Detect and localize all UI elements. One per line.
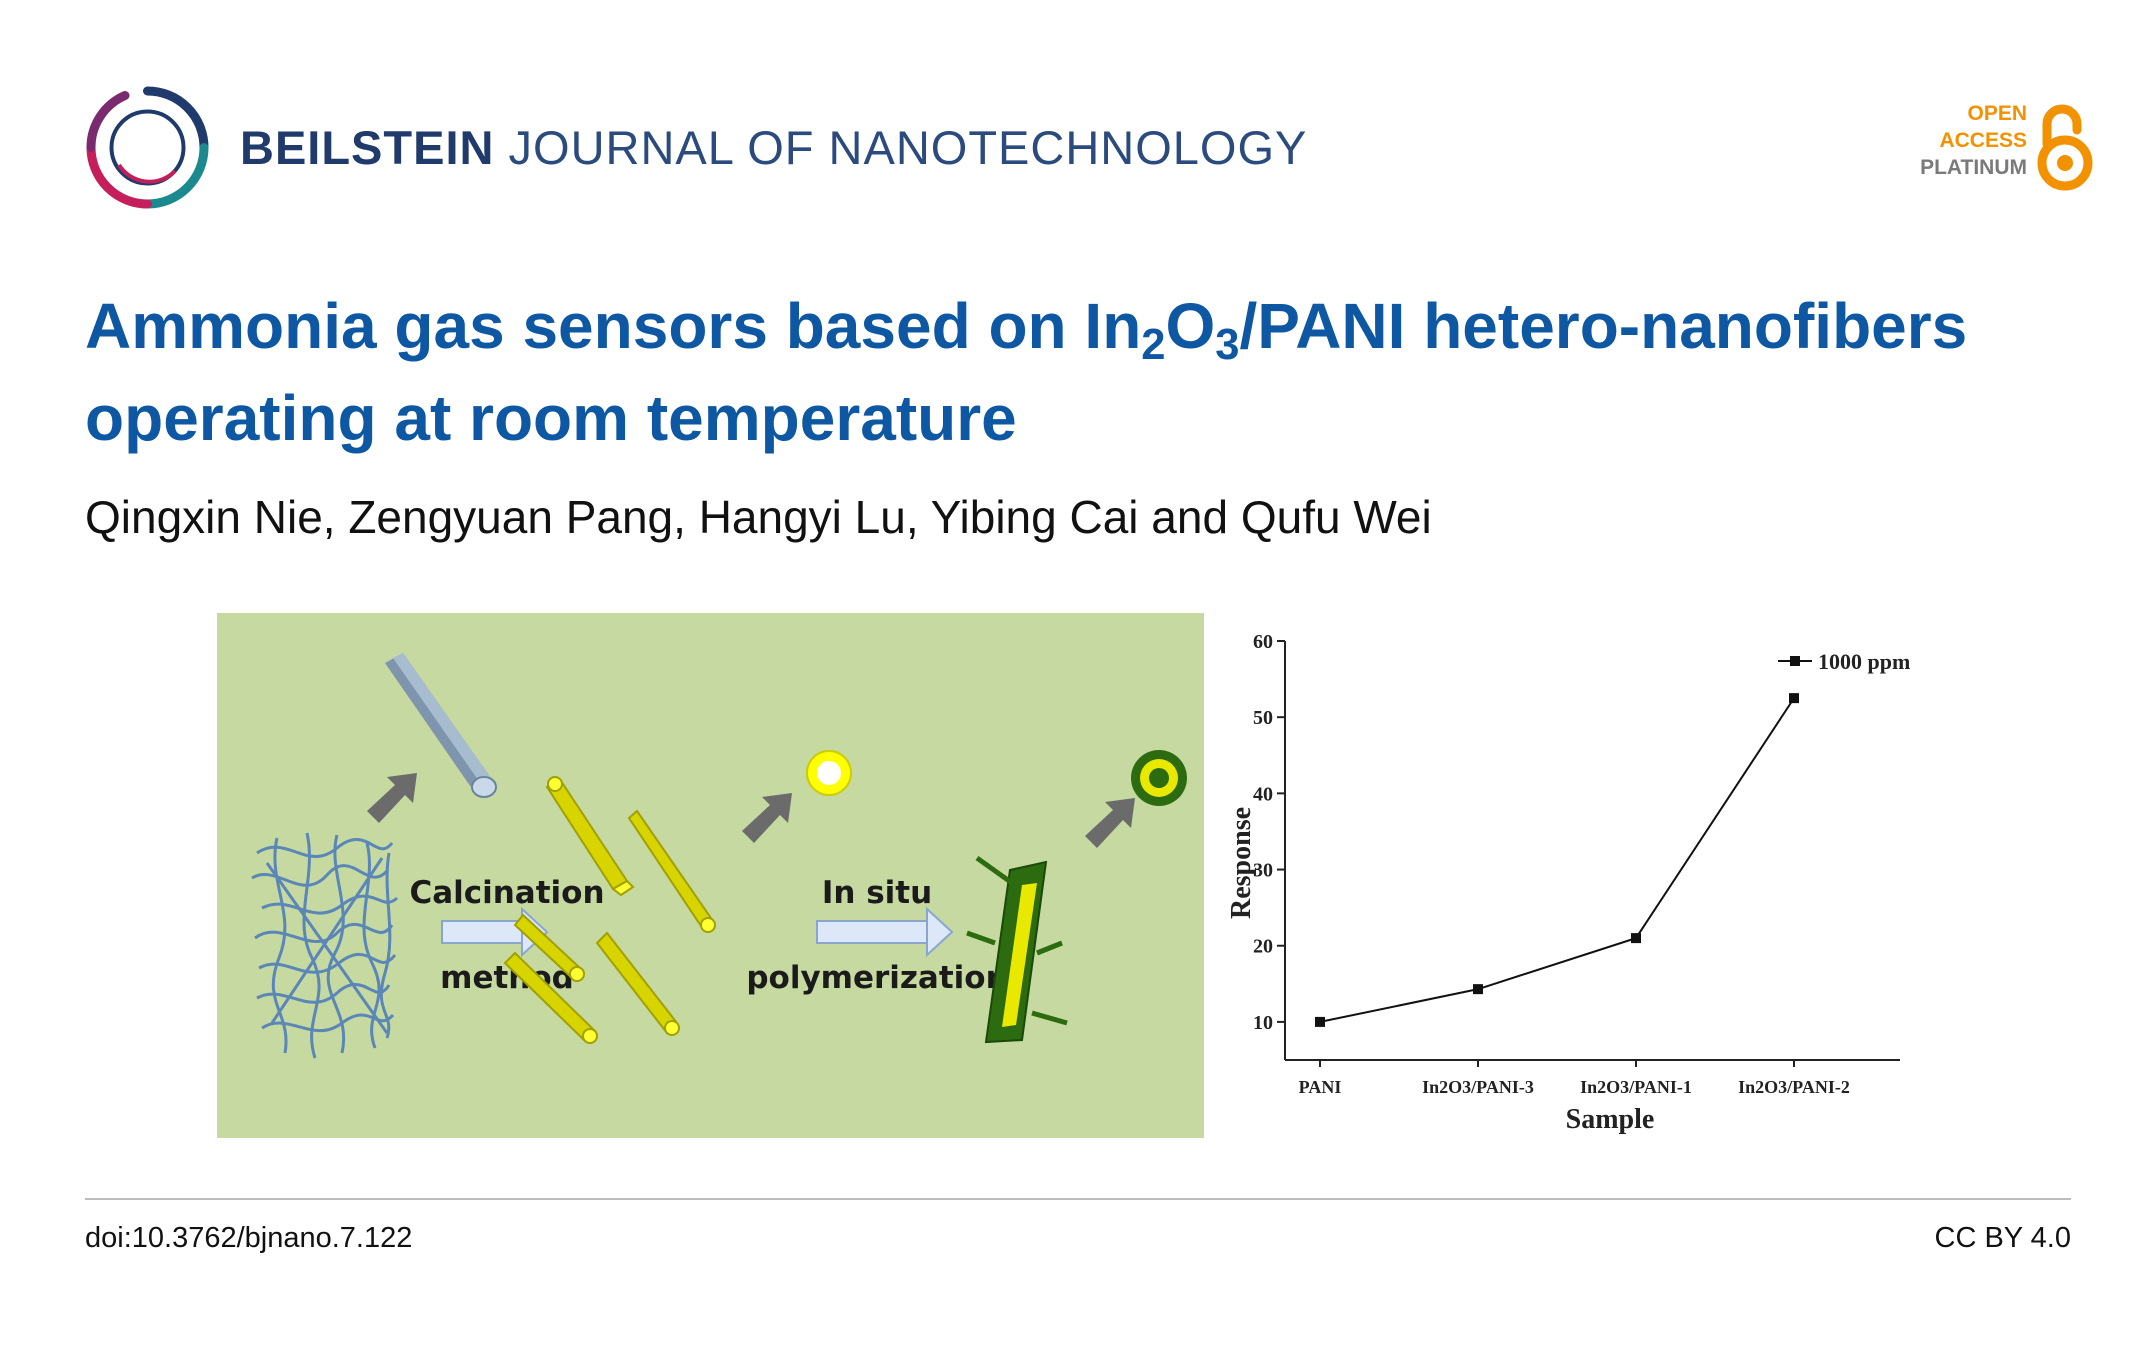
data-point: [1631, 933, 1641, 944]
series-1000ppm: [1315, 693, 1799, 1027]
x-tick-label: In2O3/PANI-1: [1580, 1077, 1692, 1097]
in2o3-cross-section-icon: [806, 750, 852, 796]
chart-legend: 1000 ppm: [1778, 649, 1910, 674]
x-ticks: PANI In2O3/PANI-3 In2O3/PANI-1 In2O3/PANI-2: [1299, 1060, 1850, 1097]
graphical-abstract: Calcination method In situ polymerizatio…: [217, 613, 1204, 1138]
open-access-line1: OPEN: [1967, 102, 2027, 125]
journal-logo-icon: [86, 86, 209, 209]
legend-label: 1000 ppm: [1818, 649, 1910, 674]
title-sub1: 2: [1141, 320, 1166, 369]
data-point: [1789, 693, 1799, 704]
legend-marker: [1790, 656, 1800, 666]
series-line: [1319, 697, 1795, 1023]
step2-label-line2: polymerization: [746, 960, 1007, 996]
x-tick-label: PANI: [1299, 1077, 1342, 1097]
title-part3: /PANI hetero-nanofibers operating at roo…: [85, 290, 1968, 454]
y-tick-label: 20: [1253, 936, 1273, 958]
zoom-arrow-icon-1: [367, 773, 417, 823]
fiber-cylinder-icon: [385, 653, 497, 798]
y-axis-label: Response: [1226, 807, 1257, 919]
journal-name-rest: JOURNAL OF NANOTECHNOLOGY: [508, 121, 1308, 174]
zoom-arrows: [367, 773, 1135, 848]
journal-name: BEILSTEIN JOURNAL OF NANOTECHNOLOGY: [240, 120, 1307, 175]
y-tick-label: 10: [1253, 1012, 1273, 1034]
y-tick-label: 60: [1253, 631, 1273, 653]
x-tick-label: In2O3/PANI-2: [1738, 1077, 1850, 1097]
license: CC BY 4.0: [1934, 1222, 2071, 1254]
y-ticks: 10 20 30 40 50 60: [1253, 631, 1285, 1034]
x-tick-label: In2O3/PANI-3: [1422, 1077, 1534, 1097]
title-part2: O: [1165, 290, 1216, 362]
footer-divider: [85, 1198, 2071, 1200]
open-lock-icon: [2037, 104, 2093, 191]
y-tick-label: 50: [1253, 707, 1273, 729]
title-sub2: 3: [1215, 320, 1240, 369]
polymerization-arrow-icon: [816, 906, 954, 958]
step1-label-line1: Calcination: [409, 875, 604, 911]
open-access-text: OPEN ACCESS PLATINUM: [1920, 100, 2027, 181]
y-tick-label: 30: [1253, 860, 1273, 882]
open-access-line2: ACCESS: [1939, 129, 2027, 152]
data-point: [1473, 984, 1483, 995]
data-point: [1315, 1016, 1325, 1027]
article-title: Ammonia gas sensors based on In2O3/PANI …: [85, 280, 1985, 464]
title-part1: Ammonia gas sensors based on In: [85, 290, 1142, 362]
zoom-arrow-icon-3: [1085, 798, 1135, 848]
zoom-arrow-icon-2: [742, 793, 792, 843]
response-chart: 10 20 30 40 50 60 PANI In2O3/PANI-3 In2O3/PANI-…: [1226, 631, 1910, 1135]
step2-label-line1: In situ: [822, 875, 932, 911]
x-axis-label: Sample: [1566, 1104, 1655, 1135]
coated-fiber-icon: [966, 855, 1068, 1044]
open-access-badge: OPEN ACCESS PLATINUM: [1895, 100, 2095, 195]
author-list: Qingxin Nie, Zengyuan Pang, Hangyi Lu, Y…: [85, 491, 1432, 543]
doi: doi:10.3762/bjnano.7.122: [85, 1222, 413, 1254]
journal-name-bold: BEILSTEIN: [240, 121, 495, 174]
coated-cross-section-icon: [1131, 750, 1187, 806]
open-access-line3: PLATINUM: [1920, 156, 2027, 179]
fiber-mat-icon: [251, 832, 399, 1059]
in2o3-rods-icon: [503, 776, 716, 1044]
y-tick-label: 40: [1253, 783, 1273, 805]
